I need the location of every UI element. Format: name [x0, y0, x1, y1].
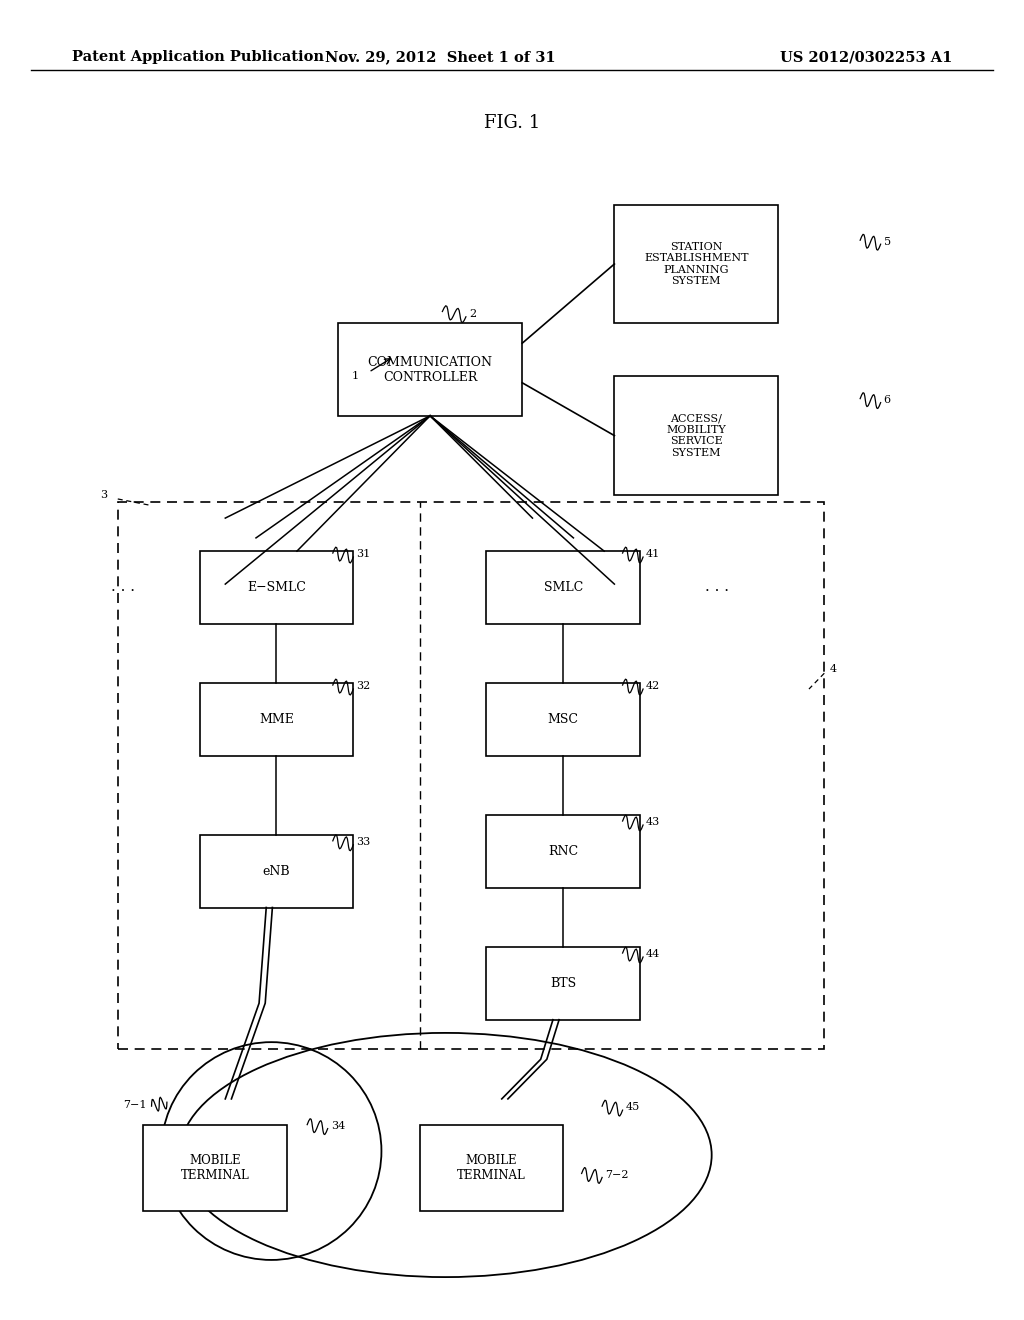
- Text: 33: 33: [356, 837, 371, 847]
- Text: FIG. 1: FIG. 1: [484, 114, 540, 132]
- Text: . . .: . . .: [705, 581, 729, 594]
- FancyBboxPatch shape: [200, 550, 353, 623]
- Text: RNC: RNC: [548, 845, 579, 858]
- Text: 7−1: 7−1: [123, 1100, 146, 1110]
- Text: SMLC: SMLC: [544, 581, 583, 594]
- Text: 32: 32: [356, 681, 371, 692]
- Text: Nov. 29, 2012  Sheet 1 of 31: Nov. 29, 2012 Sheet 1 of 31: [325, 50, 556, 65]
- Text: 43: 43: [646, 817, 660, 828]
- FancyBboxPatch shape: [143, 1125, 287, 1212]
- Text: MSC: MSC: [548, 713, 579, 726]
- Text: 31: 31: [356, 549, 371, 560]
- Text: MME: MME: [259, 713, 294, 726]
- FancyBboxPatch shape: [486, 816, 640, 888]
- Text: E−SMLC: E−SMLC: [247, 581, 306, 594]
- Text: MOBILE
TERMINAL: MOBILE TERMINAL: [457, 1154, 526, 1183]
- FancyBboxPatch shape: [420, 1125, 563, 1212]
- Text: 45: 45: [626, 1102, 640, 1113]
- FancyBboxPatch shape: [200, 836, 353, 908]
- Text: 4: 4: [829, 664, 837, 675]
- Bar: [118, 502, 824, 1049]
- FancyBboxPatch shape: [486, 684, 640, 755]
- Text: US 2012/0302253 A1: US 2012/0302253 A1: [780, 50, 952, 65]
- Text: 44: 44: [646, 949, 660, 960]
- FancyBboxPatch shape: [614, 376, 778, 495]
- Text: 6: 6: [884, 395, 891, 405]
- Text: . . .: . . .: [111, 581, 135, 594]
- Text: 2: 2: [469, 309, 476, 319]
- Text: 1: 1: [351, 371, 358, 381]
- Text: Patent Application Publication: Patent Application Publication: [72, 50, 324, 65]
- FancyBboxPatch shape: [486, 550, 640, 623]
- Text: MOBILE
TERMINAL: MOBILE TERMINAL: [180, 1154, 250, 1183]
- Text: ACCESS/
MOBILITY
SERVICE
SYSTEM: ACCESS/ MOBILITY SERVICE SYSTEM: [667, 413, 726, 458]
- Text: 5: 5: [884, 236, 891, 247]
- FancyBboxPatch shape: [338, 323, 522, 416]
- Text: 7−2: 7−2: [605, 1170, 629, 1180]
- Text: BTS: BTS: [550, 977, 577, 990]
- Text: 41: 41: [646, 549, 660, 560]
- Text: 3: 3: [100, 490, 108, 500]
- Text: COMMUNICATION
CONTROLLER: COMMUNICATION CONTROLLER: [368, 355, 493, 384]
- Text: 34: 34: [331, 1121, 345, 1131]
- FancyBboxPatch shape: [614, 205, 778, 323]
- Text: eNB: eNB: [263, 865, 290, 878]
- Text: 42: 42: [646, 681, 660, 692]
- FancyBboxPatch shape: [486, 948, 640, 1019]
- FancyBboxPatch shape: [200, 684, 353, 755]
- Text: STATION
ESTABLISHMENT
PLANNING
SYSTEM: STATION ESTABLISHMENT PLANNING SYSTEM: [644, 242, 749, 286]
